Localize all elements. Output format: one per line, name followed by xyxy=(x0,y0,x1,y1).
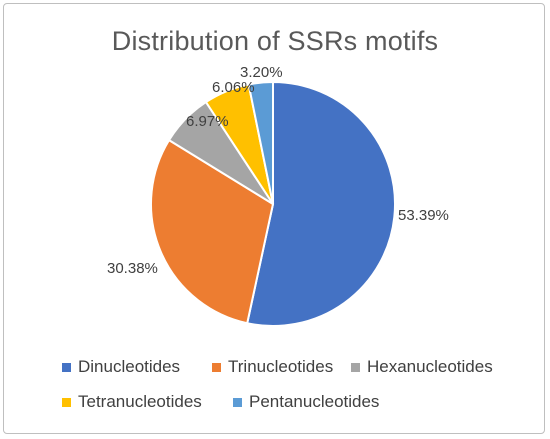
legend-swatch xyxy=(233,397,242,407)
pie-slice-pentanucleotides xyxy=(247,80,274,205)
legend-label: Pentanucleotides xyxy=(249,392,380,411)
legend-label: Tetranucleotides xyxy=(78,392,202,411)
legend-swatch xyxy=(62,362,71,372)
data-label-dinucleotides: 53.39% xyxy=(398,207,449,224)
data-label-trinucleotides: 30.38% xyxy=(107,260,158,277)
data-label-pentanucleotides: 3.20% xyxy=(240,64,283,81)
legend-label: Hexanucleotides xyxy=(367,357,493,376)
legend-item-dinucleotides: Dinucleotides xyxy=(62,357,180,377)
data-label-tetranucleotides: 6.06% xyxy=(212,79,255,96)
legend-label: Trinucleotides xyxy=(228,357,334,376)
legend-item-tetranucleotides: Tetranucleotides xyxy=(62,392,202,412)
pie-slice-dinucleotides xyxy=(246,80,397,327)
legend-item-pentanucleotides: Pentanucleotides xyxy=(233,392,379,412)
data-label-hexanucleotides: 6.97% xyxy=(186,113,229,130)
chart-title: Distribution of SSRs motifs xyxy=(111,26,439,56)
legend-swatch xyxy=(351,362,360,372)
legend-item-hexanucleotides: Hexanucleotides xyxy=(351,357,493,377)
legend-item-trinucleotides: Trinucleotides xyxy=(212,357,333,377)
legend-swatch xyxy=(62,397,71,407)
legend-swatch xyxy=(212,362,221,372)
legend-label: Dinucleotides xyxy=(78,357,181,376)
